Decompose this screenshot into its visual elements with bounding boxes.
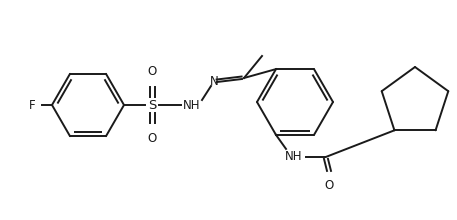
Text: NH: NH xyxy=(183,99,201,112)
Text: N: N xyxy=(210,75,218,88)
Text: O: O xyxy=(147,65,157,78)
Text: S: S xyxy=(148,99,156,112)
Text: F: F xyxy=(29,99,36,112)
Text: O: O xyxy=(147,132,157,145)
Text: O: O xyxy=(324,179,334,192)
Text: NH: NH xyxy=(285,150,303,163)
